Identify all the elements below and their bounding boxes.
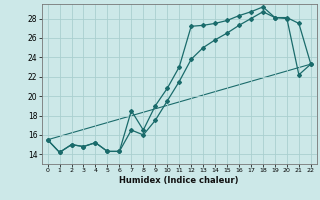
X-axis label: Humidex (Indice chaleur): Humidex (Indice chaleur) — [119, 176, 239, 185]
